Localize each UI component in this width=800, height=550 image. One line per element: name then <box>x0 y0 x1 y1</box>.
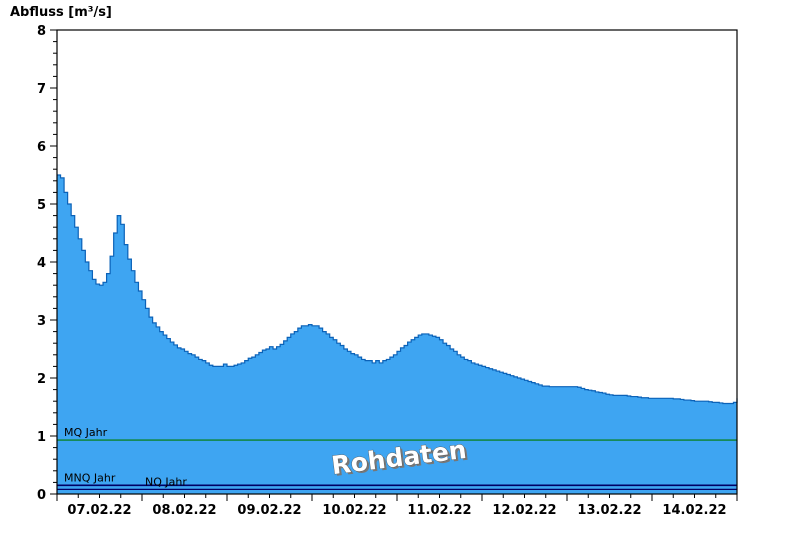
y-tick-label: 2 <box>37 372 46 387</box>
y-tick-label: 7 <box>37 82 46 97</box>
y-tick-label: 6 <box>37 140 46 155</box>
discharge-line <box>57 174 738 405</box>
x-date-label: 13.02.22 <box>577 503 641 518</box>
x-date-label: 09.02.22 <box>237 503 301 518</box>
x-date-label: 12.02.22 <box>492 503 556 518</box>
x-date-label: 11.02.22 <box>407 503 471 518</box>
ref-line-label-mq-jahr: MQ Jahr <box>64 426 108 439</box>
x-date-label: 10.02.22 <box>322 503 386 518</box>
y-tick-label: 0 <box>37 488 46 503</box>
x-date-label: 07.02.22 <box>67 503 131 518</box>
x-date-label: 08.02.22 <box>152 503 216 518</box>
plot-border <box>56 29 738 495</box>
y-tick-label: 5 <box>37 198 46 213</box>
y-tick-label: 4 <box>37 256 46 271</box>
chart-title: Abfluss [m³/s] <box>10 5 112 20</box>
x-date-label: 14.02.22 <box>662 503 726 518</box>
ref-line-label-nq-jahr: NQ Jahr <box>145 475 187 488</box>
y-tick-label: 3 <box>37 314 46 329</box>
y-tick-label: 8 <box>37 24 46 39</box>
ref-line-label-mnq-jahr: MNQ Jahr <box>64 471 116 484</box>
y-tick-label: 1 <box>37 430 46 445</box>
discharge-area <box>57 175 737 494</box>
